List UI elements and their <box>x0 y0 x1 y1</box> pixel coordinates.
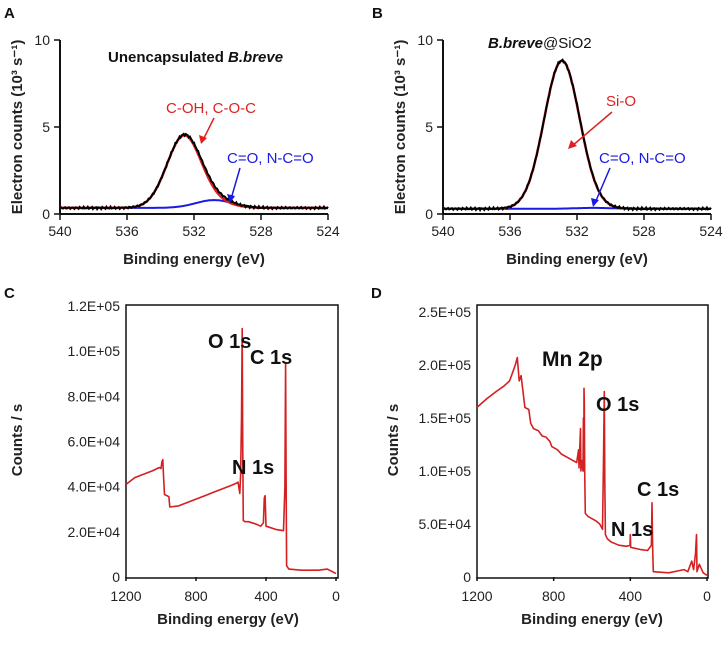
panel-a-series-envelope <box>59 132 329 212</box>
panel-b-xtick-label: 532 <box>565 223 589 239</box>
panel-b-title-italic: B.breve <box>488 35 543 52</box>
panel-c-ytick-label: 1.0E+05 <box>67 343 120 359</box>
panel-d-peak-n1s: N 1s <box>611 519 653 541</box>
panel-d-frame <box>476 304 709 579</box>
panel-b-plot <box>442 58 712 213</box>
panel-c-plot <box>125 327 337 575</box>
panel-a-annotation-red: C-OH, C-O-C <box>166 100 256 117</box>
panel-b-xtick-label: 528 <box>632 223 656 239</box>
panel-d-ylabel: Counts / s <box>385 404 402 477</box>
panel-d-ytick-label: 2.0E+05 <box>418 357 471 373</box>
panel-c-ytick-label: 1.2E+05 <box>67 298 120 314</box>
panel-a-ticks: 540 536 532 528 524 0 5 10 <box>34 32 339 239</box>
panel-b-series-main-component <box>443 59 711 211</box>
panel-d-xlabel: Binding energy (eV) <box>521 611 663 628</box>
panel-c-xtick-label: 0 <box>332 588 340 604</box>
panel-c-ytick-label: 4.0E+04 <box>67 479 120 495</box>
panel-a-title: Unencapsulated B.breve <box>108 49 283 66</box>
panel-a-ylabel: Electron counts (10³ s⁻¹) <box>9 40 26 215</box>
panel-c-ytick-label: 8.0E+04 <box>67 388 120 404</box>
panel-label-d: D <box>371 285 382 302</box>
panel-b-xtick-label: 524 <box>699 223 723 239</box>
panel-b: B B.breve@SiO2 540 536 532 528 524 0 5 10 Bindi… <box>372 5 723 268</box>
panel-b-arrow-blue <box>594 167 611 204</box>
panel-b-arrowhead-red <box>568 140 577 149</box>
panel-a-xtick-label: 528 <box>249 223 273 239</box>
panel-a-arrow-red <box>202 117 215 141</box>
panel-b-ytick-label: 10 <box>417 32 433 48</box>
panel-b-ticks: 540 536 532 528 524 0 5 10 <box>417 32 722 239</box>
panel-d-ytick-label: 1.0E+05 <box>418 463 471 479</box>
panel-b-ytick-label: 5 <box>425 119 433 135</box>
panel-b-xtick-label: 536 <box>498 223 522 239</box>
panel-c-series-survey <box>125 327 337 575</box>
panel-a-xtick-label: 524 <box>316 223 340 239</box>
panel-d-xtick-label: 1200 <box>461 588 492 604</box>
panel-b-annotation-red: Si-O <box>606 93 636 110</box>
panel-b-title: B.breve@SiO2 <box>488 35 592 52</box>
panel-d-ytick-label: 5.0E+04 <box>418 516 471 532</box>
panel-c-peak-o1s: O 1s <box>208 331 251 353</box>
panel-d-ytick-label: 1.5E+05 <box>418 410 471 426</box>
panel-label-b: B <box>372 5 383 22</box>
panel-a-xlabel: Binding energy (eV) <box>123 251 265 268</box>
panel-c-ytick-label: 0 <box>112 569 120 585</box>
panel-b-ytick-label: 0 <box>425 206 433 222</box>
panel-c-xlabel: Binding energy (eV) <box>157 611 299 628</box>
panel-c-xtick-label: 800 <box>184 588 208 604</box>
panel-d-xtick-label: 800 <box>542 588 566 604</box>
panel-c-xtick-label: 400 <box>254 588 278 604</box>
panel-a-ytick-label: 10 <box>34 32 50 48</box>
panel-a-series-main-component <box>60 134 328 210</box>
panel-a-ytick-label: 5 <box>42 119 50 135</box>
panel-b-ylabel: Electron counts (10³ s⁻¹) <box>392 40 409 215</box>
panel-d-peak-o1s: O 1s <box>596 394 639 416</box>
panel-b-series-envelope <box>442 58 712 213</box>
panel-label-a: A <box>4 5 15 22</box>
panel-a-plot <box>59 132 329 212</box>
panel-b-arrow-red <box>571 111 613 147</box>
panel-c-ytick-label: 2.0E+04 <box>67 524 120 540</box>
panel-a-annotation-blue: C=O, N-C=O <box>227 150 314 167</box>
panel-d-peak-mn2p: Mn 2p <box>542 348 603 371</box>
panel-d-ytick-label: 0 <box>463 569 471 585</box>
panel-b-annotation-blue: C=O, N-C=O <box>599 150 686 167</box>
panel-a-xtick-label: 540 <box>48 223 72 239</box>
panel-a: A Unencapsulated B.breve 540 536 532 528 524… <box>4 5 340 268</box>
panel-d-plot <box>476 356 708 577</box>
panel-d-peak-c1s: C 1s <box>637 479 679 501</box>
panel-b-arrowhead-blue <box>591 198 599 207</box>
panel-a-arrowhead-blue <box>227 194 235 203</box>
panel-a-xtick-label: 532 <box>182 223 206 239</box>
panel-a-xtick-label: 536 <box>115 223 139 239</box>
panel-d-xtick-label: 400 <box>619 588 643 604</box>
panel-c-peak-c1s: C 1s <box>250 347 292 369</box>
panel-d-series-survey <box>476 356 708 577</box>
panel-a-arrowhead-red <box>199 135 207 144</box>
panel-a-title-italic: B.breve <box>228 49 283 66</box>
panel-c-peak-n1s: N 1s <box>232 457 274 479</box>
panel-b-xlabel: Binding energy (eV) <box>506 251 648 268</box>
panel-c: C 1200 800 400 0 0 2.0E+04 4.0E+04 6.0E+04 8.0E+… <box>4 285 340 628</box>
panel-b-title-text: @SiO2 <box>543 35 592 52</box>
panel-c-ylabel: Counts / s <box>9 404 26 477</box>
panel-d-ytick-label: 2.5E+05 <box>418 304 471 320</box>
panel-d-xtick-label: 0 <box>703 588 711 604</box>
panel-a-title-text: Unencapsulated <box>108 49 228 66</box>
panel-c-frame <box>125 304 339 579</box>
panel-c-ytick-label: 6.0E+04 <box>67 434 120 450</box>
panel-a-arrow-blue <box>230 167 241 200</box>
panel-a-ytick-label: 0 <box>42 206 50 222</box>
panel-d-ticks: 1200 800 400 0 0 5.0E+04 1.0E+05 1.5E+05 2.0E+05… <box>418 304 711 604</box>
panel-label-c: C <box>4 285 15 302</box>
panel-d: D 1200 800 400 0 0 5.0E+04 1.0E+05 1.5E+05 2.0E+… <box>371 285 711 628</box>
panel-c-xtick-label: 1200 <box>110 588 141 604</box>
panel-c-ticks: 1200 800 400 0 0 2.0E+04 4.0E+04 6.0E+04 8.0E+04… <box>67 298 340 604</box>
panel-b-xtick-label: 540 <box>431 223 455 239</box>
